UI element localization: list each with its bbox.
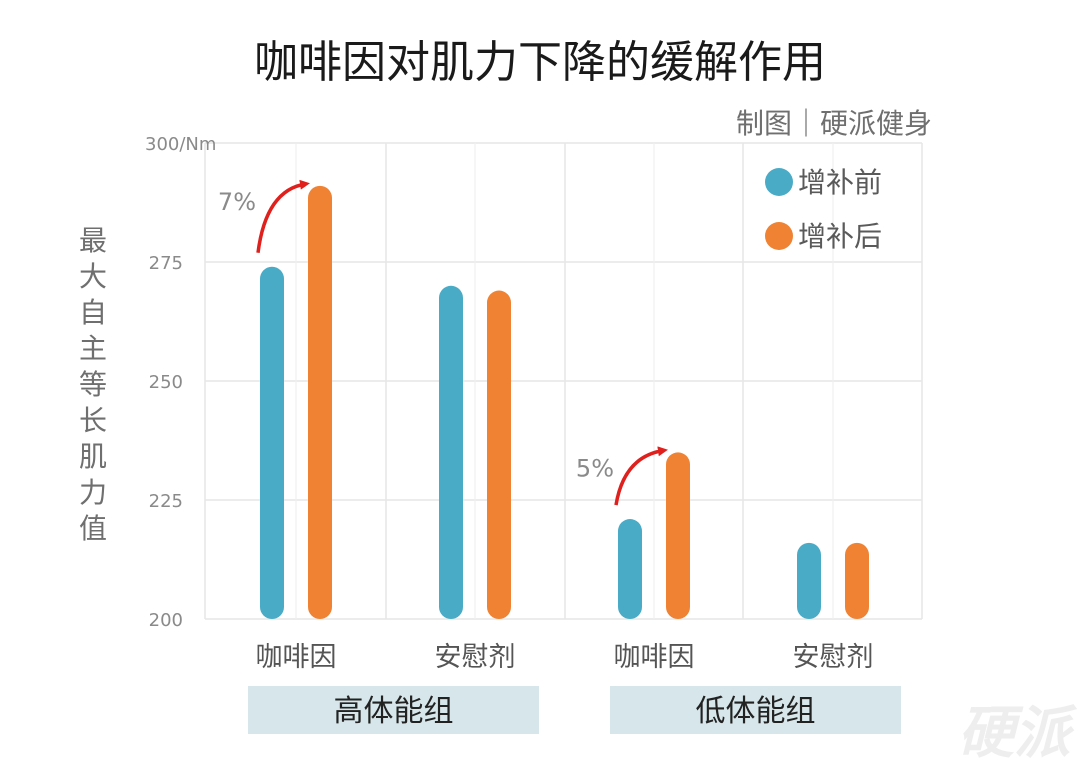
percent-annotation: 7% [218, 188, 256, 216]
y-tick-label: 275 [149, 253, 183, 274]
bar-before [260, 266, 284, 619]
x-tick-label: 咖啡因 [256, 642, 337, 673]
x-tick-label: 咖啡因 [614, 642, 695, 673]
percent-annotation: 5% [576, 454, 614, 482]
x-axis-labels: 咖啡因 安慰剂 咖啡因 安慰剂 [256, 642, 874, 673]
bar-before [797, 542, 821, 619]
bar-after [308, 185, 332, 619]
chart-credit: 制图｜硬派健身 [736, 107, 932, 140]
bar-before [618, 519, 642, 619]
annotations: 7% 5% [218, 179, 668, 506]
y-tick-label: 225 [149, 491, 183, 512]
watermark: 硬派 [958, 701, 1078, 766]
grid [204, 142, 923, 620]
bars [260, 185, 869, 619]
group-label: 高体能组 [334, 694, 454, 729]
y-axis-label: 最大自主等长肌力值 [79, 224, 107, 545]
increase-arrow [614, 446, 668, 506]
y-axis-ticks: 200 225 250 275 300/Nm [145, 134, 216, 631]
bar-after [845, 542, 869, 619]
bar-before [439, 285, 463, 619]
legend-label: 增补后 [798, 220, 882, 253]
chart-title: 咖啡因对肌力下降的缓解作用 [254, 37, 826, 88]
group-label-box [610, 686, 901, 734]
group-label: 低体能组 [696, 694, 816, 729]
increase-arrow [256, 179, 310, 253]
legend-marker [765, 168, 793, 196]
legend-label: 增补前 [798, 166, 882, 199]
group-labels: 高体能组 低体能组 [248, 686, 901, 734]
y-tick-label: 300/Nm [145, 134, 216, 155]
bar-after [666, 452, 690, 619]
y-axis-label-text: 最大自主等长肌力值 [79, 224, 107, 545]
y-tick-label: 200 [149, 610, 183, 631]
group-label-box [248, 686, 539, 734]
legend-marker [765, 222, 793, 250]
x-tick-label: 安慰剂 [793, 642, 874, 673]
x-tick-label: 安慰剂 [435, 642, 516, 673]
bar-after [487, 290, 511, 619]
y-tick-label: 250 [149, 372, 183, 393]
